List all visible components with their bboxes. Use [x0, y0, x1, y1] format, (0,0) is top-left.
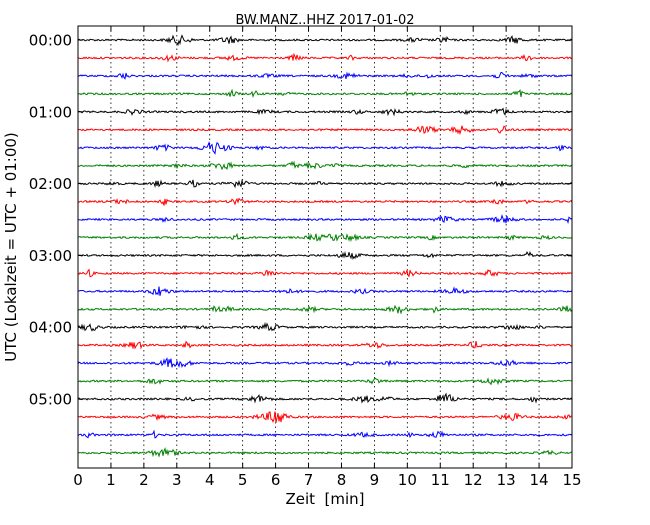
x-tick-label: 4	[205, 471, 215, 489]
x-axis-label: Zeit [min]	[285, 490, 364, 508]
trace-0030	[77, 71, 573, 80]
y-tick-label: 05:00	[29, 391, 72, 409]
trace-0515	[77, 411, 573, 423]
trace-0400	[77, 321, 573, 332]
x-tick-label: 8	[337, 471, 347, 489]
trace-0430	[77, 357, 573, 369]
x-tick-label: 7	[304, 471, 314, 489]
plot-frame	[77, 25, 573, 469]
x-tick-label: 0	[73, 471, 83, 489]
x-tick-label: 6	[271, 471, 281, 489]
x-tick-label: 9	[370, 471, 380, 489]
x-axis-ticks: 0 1 2 3 4 5 6 7 8 9 10 11 12 13 14 15	[73, 26, 582, 489]
y-tick-label: 02:00	[29, 175, 72, 193]
trace-0315	[77, 268, 573, 278]
trace-0530	[77, 429, 573, 439]
trace-0000	[77, 34, 573, 47]
trace-0445	[77, 377, 573, 386]
x-tick-label: 1	[106, 471, 116, 489]
chart-title: BW.MANZ..HHZ 2017-01-02	[235, 13, 414, 28]
trace-0545	[77, 446, 573, 458]
y-tick-label: 03:00	[29, 247, 72, 265]
y-tick-label: 01:00	[29, 103, 72, 121]
x-tick-label: 11	[431, 471, 450, 489]
trace-0045	[77, 88, 573, 99]
trace-0115	[77, 125, 573, 136]
trace-0230	[77, 214, 573, 225]
x-tick-label: 14	[530, 471, 549, 489]
y-axis-ticks: 00:00 01:00 02:00 03:00 04:00 05:00	[29, 32, 572, 409]
trace-0300	[77, 250, 573, 260]
trace-0145	[77, 160, 573, 171]
x-tick-label: 5	[238, 471, 248, 489]
trace-0415	[77, 340, 573, 350]
y-tick-label: 00:00	[29, 32, 72, 50]
trace-0330	[77, 286, 573, 296]
trace-0500	[77, 392, 573, 404]
trace-0215	[77, 197, 573, 206]
x-tick-label: 12	[464, 471, 483, 489]
vertical-grid	[110, 26, 540, 468]
trace-0345	[77, 304, 573, 315]
trace-0100	[77, 107, 573, 117]
y-tick-label: 04:00	[29, 319, 72, 337]
x-tick-label: 10	[398, 471, 417, 489]
x-tick-label: 2	[139, 471, 149, 489]
trace-0200	[77, 178, 573, 189]
trace-0015	[77, 52, 573, 63]
x-tick-label: 13	[497, 471, 516, 489]
y-axis-label: UTC (Lokalzeit = UTC + 01:00)	[2, 132, 20, 362]
trace-group	[77, 34, 573, 458]
x-tick-label: 15	[562, 471, 581, 489]
x-tick-label: 3	[172, 471, 182, 489]
trace-0245	[77, 232, 573, 243]
trace-0130	[77, 140, 573, 155]
